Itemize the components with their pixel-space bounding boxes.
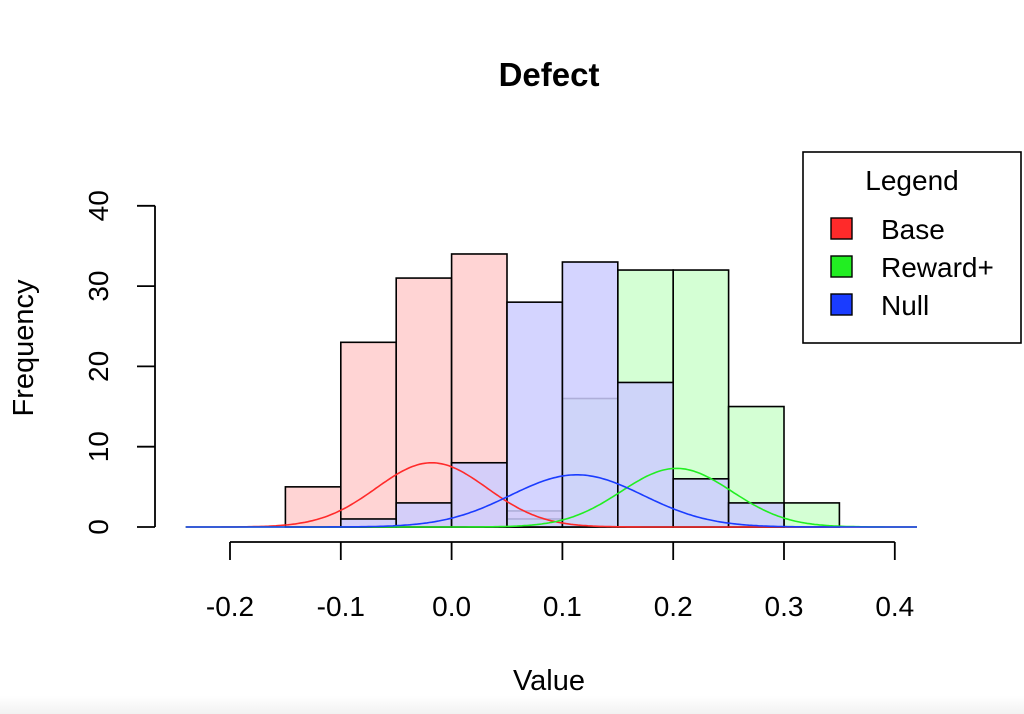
legend-swatch xyxy=(830,217,853,240)
legend-entry-label: Reward+ xyxy=(881,252,994,283)
bar-null xyxy=(450,461,508,528)
density-curves xyxy=(185,462,917,528)
x-tick-label: -0.2 xyxy=(206,591,254,622)
bar-base xyxy=(395,277,453,528)
bar-null xyxy=(672,478,730,528)
y-tick-label: 40 xyxy=(83,190,114,221)
x-axis: -0.2 -0.1 0.0 0.1 0.2 0.3 0.4 xyxy=(206,541,914,622)
legend-swatch xyxy=(830,255,853,278)
x-tick-label: 0.1 xyxy=(543,591,582,622)
bar-base xyxy=(339,341,397,528)
y-tick-label: 0 xyxy=(83,519,114,535)
bar-null xyxy=(561,261,619,528)
bottom-edge xyxy=(0,696,1024,714)
histogram-bars xyxy=(284,253,841,528)
density-curve-null xyxy=(185,474,917,528)
legend-swatch xyxy=(830,293,853,316)
legend-entry-label: Base xyxy=(881,214,945,245)
y-tick-label: 10 xyxy=(83,431,114,462)
bar-null xyxy=(506,301,564,528)
y-axis-label: Frequency xyxy=(8,279,40,417)
legend: Legend Base Reward+ Null xyxy=(802,151,1022,344)
legend-entry-label: Null xyxy=(881,290,929,321)
x-tick-label: 0.0 xyxy=(432,591,471,622)
x-tick-label: 0.4 xyxy=(875,591,914,622)
x-axis-label: Value xyxy=(513,665,585,697)
x-tick-label: 0.2 xyxy=(654,591,693,622)
x-tick-label: -0.1 xyxy=(317,591,365,622)
bar-null xyxy=(616,381,674,528)
x-tick-label: 0.3 xyxy=(765,591,804,622)
y-tick-label: 20 xyxy=(83,351,114,382)
legend-title: Legend xyxy=(865,165,958,196)
chart-title: Defect xyxy=(499,56,600,93)
y-axis: 0 10 20 30 40 xyxy=(83,190,156,535)
y-tick-label: 30 xyxy=(83,271,114,302)
